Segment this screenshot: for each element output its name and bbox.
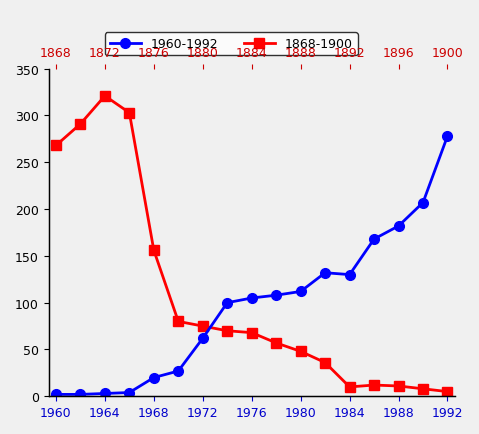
1868-1900 [200, 324, 205, 329]
1960-1992 [53, 392, 59, 397]
1960-1992 [151, 375, 157, 380]
1868-1900 [445, 389, 450, 395]
1960-1992 [347, 273, 353, 278]
1960-1992 [102, 391, 108, 396]
1960-1992 [322, 270, 328, 276]
1868-1900 [322, 360, 328, 365]
1868-1900 [396, 384, 401, 389]
Line: 1868-1900: 1868-1900 [51, 92, 452, 397]
1960-1992 [175, 368, 181, 374]
1868-1900 [420, 386, 426, 391]
1960-1992 [249, 296, 255, 301]
1868-1900 [298, 349, 304, 354]
1960-1992 [396, 224, 401, 229]
1868-1900 [102, 94, 108, 99]
1960-1992 [298, 289, 304, 294]
1868-1900 [78, 122, 83, 127]
1960-1992 [200, 336, 205, 341]
1868-1900 [53, 144, 59, 149]
Legend: 1960-1992, 1868-1900: 1960-1992, 1868-1900 [105, 33, 358, 56]
1960-1992 [371, 237, 377, 242]
1868-1900 [224, 329, 230, 334]
1960-1992 [274, 293, 279, 298]
1868-1900 [347, 385, 353, 390]
1960-1992 [445, 134, 450, 139]
1960-1992 [126, 390, 132, 395]
1868-1900 [274, 341, 279, 346]
1868-1900 [249, 330, 255, 335]
1868-1900 [175, 319, 181, 324]
1960-1992 [78, 392, 83, 397]
1960-1992 [224, 300, 230, 306]
Line: 1960-1992: 1960-1992 [51, 132, 452, 399]
1868-1900 [126, 111, 132, 116]
1960-1992 [420, 201, 426, 206]
1868-1900 [371, 382, 377, 388]
1868-1900 [151, 248, 157, 253]
